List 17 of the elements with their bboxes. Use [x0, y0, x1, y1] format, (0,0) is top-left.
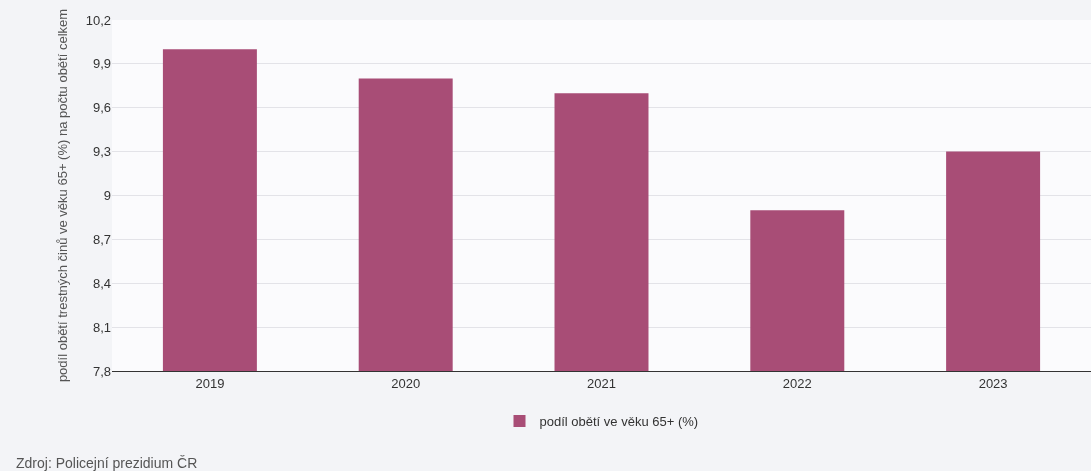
y-tick-label: 10,2: [85, 12, 111, 28]
y-tick-label: 9,3: [92, 144, 111, 160]
y-tick-label: 8,1: [92, 319, 111, 335]
y-tick-label: 9,6: [92, 100, 111, 116]
x-tick-label: 2023: [978, 375, 1008, 391]
y-tick-label: 8,4: [92, 275, 111, 291]
y-tick-label: 8,7: [92, 231, 111, 247]
y-tick-label: 9: [103, 188, 111, 204]
x-tick-label: 2019: [195, 375, 225, 391]
text: Zdroj: Policejní prezidium ČR: [16, 455, 198, 471]
x-tick-label: 2020: [391, 375, 421, 391]
y-tick-label: 9,9: [92, 56, 111, 72]
x-tick-label: 2021: [587, 375, 616, 391]
y-axis-title: podíl obětí trestných činů ve věku 65+ (%) na počtu obětí celkem: [54, 8, 70, 383]
x-tick-label: 2022: [782, 375, 812, 391]
legend-label: podíl obětí ve věku 65+ (%): [539, 414, 699, 430]
y-tick-label: 7,8: [92, 363, 111, 379]
